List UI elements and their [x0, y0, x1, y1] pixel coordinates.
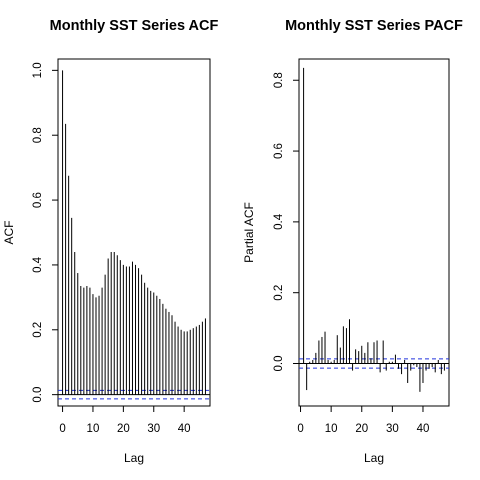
x-axis-label: Lag	[364, 451, 384, 465]
y-tick-label: 0.6	[32, 192, 44, 208]
acf-panel: Monthly SST Series ACF 0 10 20 30 40 0.0 0.2 0.4…	[2, 18, 218, 465]
y-tick-label: 0.0	[32, 387, 44, 403]
x-tick-label: 20	[117, 423, 130, 435]
y-tick-label: 0.2	[32, 322, 44, 338]
pacf-panel: Monthly SST Series PACF 0 10 20 30 40 0.0 0.2 0.…	[242, 18, 463, 465]
x-tick-label: 10	[325, 423, 338, 435]
y-tick-label: 0.4	[32, 256, 44, 273]
x-tick-label: 10	[87, 423, 100, 435]
plot-frame	[57, 58, 211, 407]
x-tick-label: 30	[147, 423, 160, 435]
y-tick-label: 0.2	[273, 285, 285, 301]
y-tick-label: 0.0	[273, 356, 285, 372]
x-tick-label: 30	[386, 423, 399, 435]
x-tick-label: 40	[178, 423, 191, 435]
y-tick-label: 1.0	[32, 62, 44, 78]
y-tick-label: 0.8	[273, 72, 285, 88]
y-tick-label: 0.6	[273, 143, 285, 159]
x-tick-label: 20	[355, 423, 368, 435]
chart-title: Monthly SST Series PACF	[285, 18, 463, 34]
y-axis-label: ACF	[2, 221, 16, 245]
y-tick-label: 0.8	[32, 127, 44, 143]
x-tick-label: 40	[417, 423, 430, 435]
x-tick-label: 0	[59, 423, 65, 435]
chart-title: Monthly SST Series ACF	[50, 18, 219, 34]
x-tick-label: 0	[297, 423, 303, 435]
y-tick-label: 0.4	[273, 213, 285, 230]
y-axis-label: Partial ACF	[242, 202, 256, 263]
x-axis-label: Lag	[124, 451, 144, 465]
plot-frame	[298, 58, 450, 407]
